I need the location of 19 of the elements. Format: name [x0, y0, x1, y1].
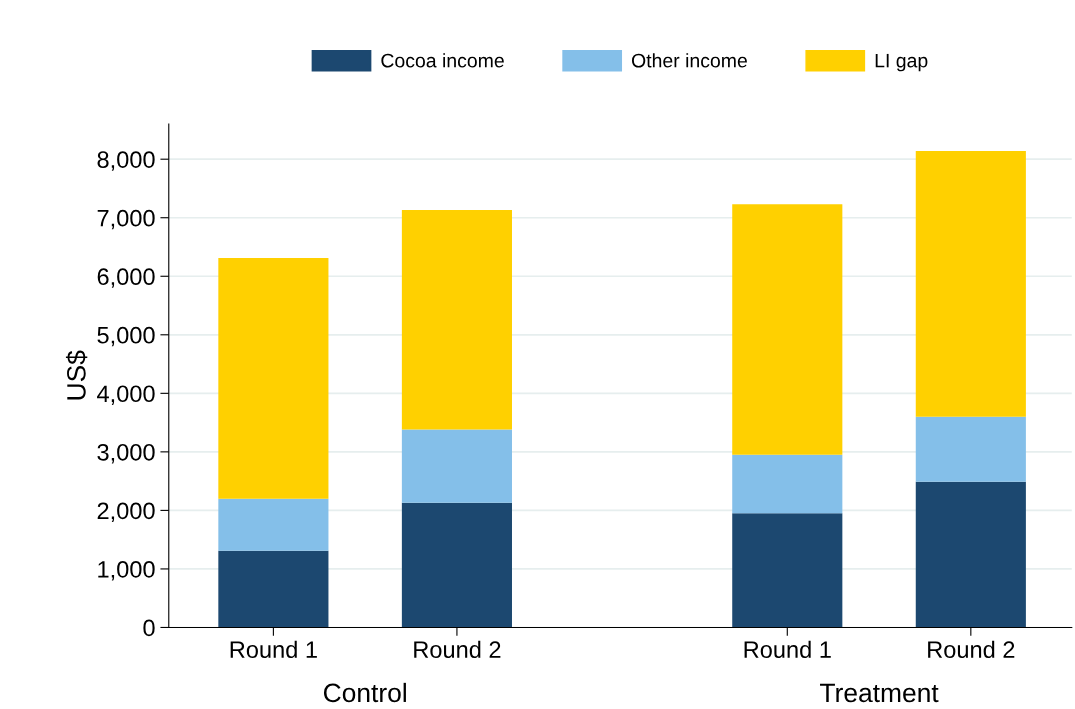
y-tick-label: 7,000: [97, 209, 155, 230]
y-tick-label: 1,000: [98, 561, 155, 581]
y-tick-label: 6,000: [97, 268, 155, 288]
text: Treatment: [820, 683, 939, 703]
y-tick-label: 5,000: [97, 326, 155, 347]
y-tick-label: 8,000: [97, 151, 155, 171]
x-tick-label: Round 2: [414, 640, 501, 658]
y-tick-label: 0: [143, 619, 155, 637]
legend-label: Cocoa income: [381, 53, 504, 68]
legend-label: Other income: [631, 53, 747, 68]
x-tick-label: Round 1: [230, 640, 317, 658]
text: Control: [323, 682, 406, 703]
x-tick-label: Round 2: [928, 640, 1015, 658]
y-tick-label: 2,000: [97, 502, 155, 522]
y-tick-label: 4,000: [97, 385, 155, 405]
y-axis-title: US$: [65, 350, 88, 400]
x-tick-label: Round 1: [744, 640, 831, 658]
y-tick-label: 3,000: [97, 443, 155, 464]
legend-label: LI gap: [875, 53, 928, 72]
